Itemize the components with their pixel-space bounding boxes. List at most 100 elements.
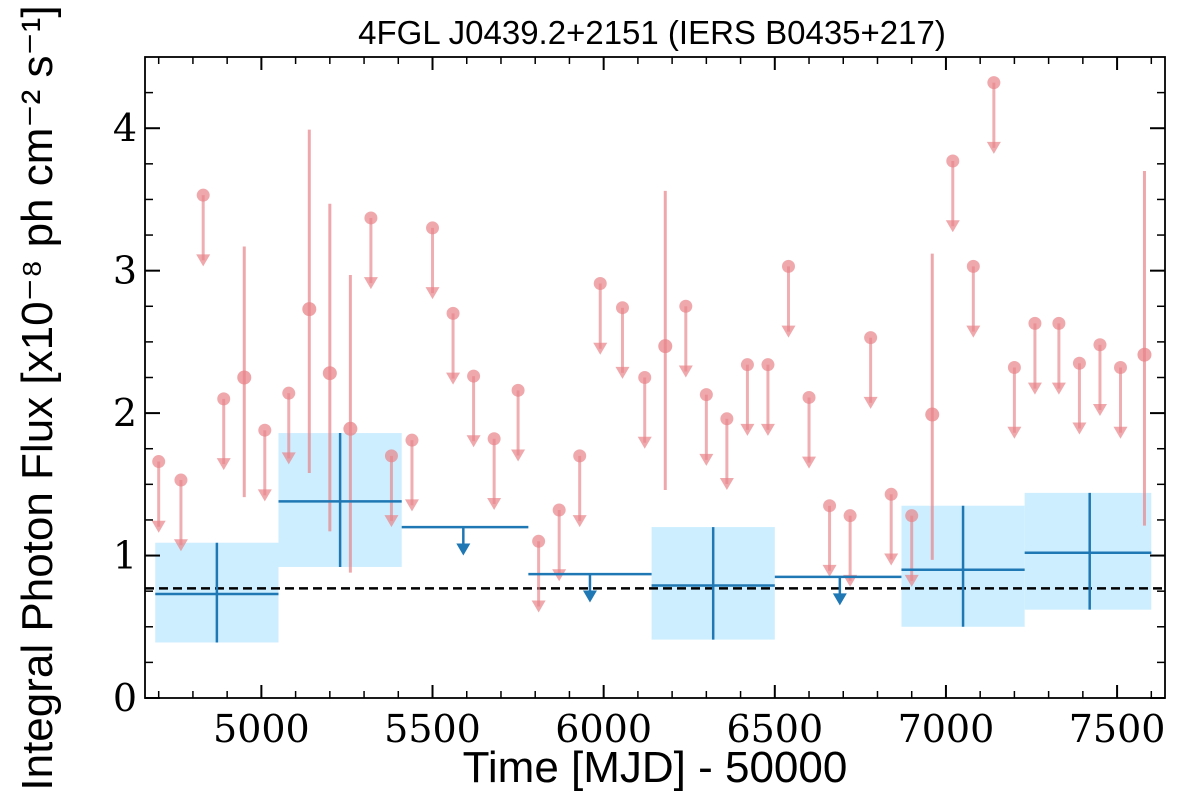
- short-bin-limit-arrow: [1007, 426, 1022, 439]
- short-bin-limit-point: [615, 301, 629, 315]
- x-tick-label: 7500: [1069, 707, 1166, 751]
- short-bin-limit-arrow: [593, 342, 608, 355]
- short-bin-limit-point: [1072, 356, 1086, 370]
- short-bin-limit-point: [1093, 338, 1107, 352]
- y-axis-label: Integral Photon Flux [x10⁻⁸ ph cm⁻² s⁻¹]: [13, 5, 62, 790]
- short-bin-limit-point: [1007, 361, 1021, 375]
- x-tick-label: 5500: [384, 707, 481, 751]
- short-bin-limit-arrow: [1027, 382, 1042, 395]
- short-bin-limit-arrow: [363, 277, 378, 290]
- short-bin-limit-point: [152, 455, 166, 469]
- short-bin-limit-point: [217, 392, 231, 406]
- short-bin-limit-point: [1114, 361, 1128, 375]
- short-bin-limit-arrow: [699, 453, 714, 466]
- short-bin-limit-arrow: [531, 600, 546, 613]
- short-bin-limit-arrow: [637, 436, 652, 449]
- short-bins-layer: [151, 76, 1152, 613]
- short-bin-limit-arrow: [863, 396, 878, 409]
- short-bin-limit-point: [196, 188, 210, 202]
- short-bin-limit-arrow: [446, 372, 461, 385]
- short-bin-limit-point: [573, 449, 587, 463]
- short-bin-limit-arrow: [678, 365, 693, 378]
- short-bin-point: [658, 339, 673, 354]
- long-bin-limit-arrow: [582, 590, 597, 603]
- short-bin-limit-arrow: [257, 489, 272, 502]
- y-tick-label: 3: [113, 249, 137, 293]
- short-bin-limit-point: [720, 412, 734, 426]
- y-tick-label: 1: [113, 534, 137, 578]
- short-bin-limit-point: [552, 503, 566, 517]
- long-bin-limit-arrow: [456, 543, 471, 556]
- long-bin-limit-arrow: [832, 593, 847, 606]
- short-bin-limit-point: [679, 299, 693, 313]
- y-tick-label: 4: [113, 106, 137, 150]
- short-bin-limit-arrow: [1051, 382, 1066, 395]
- short-bin-limit-arrow: [572, 515, 587, 528]
- short-bin-limit-point: [426, 221, 440, 235]
- x-tick-label: 7000: [898, 707, 995, 751]
- long-bins-layer: [155, 433, 1152, 643]
- short-bin-limit-point: [987, 76, 1001, 90]
- plot-area: [145, 76, 1165, 643]
- short-bin-limit-point: [966, 259, 980, 273]
- short-bin-limit-point: [282, 386, 296, 400]
- short-bin-limit-arrow: [719, 478, 734, 491]
- short-bin-limit-point: [384, 449, 398, 463]
- short-bin-limit-arrow: [487, 497, 502, 510]
- short-bin-limit-point: [761, 358, 775, 372]
- y-tick-label: 2: [113, 391, 137, 435]
- short-bin-limit-arrow: [802, 456, 817, 469]
- short-bin-limit-point: [781, 259, 795, 273]
- short-bin-limit-point: [174, 473, 188, 487]
- short-bin-limit-point: [946, 154, 960, 168]
- chart-title: 4FGL J0439.2+2151 (IERS B0435+217): [358, 14, 946, 51]
- short-bin-limit-point: [593, 276, 607, 290]
- short-bin-limit-arrow: [904, 574, 919, 587]
- short-bin-limit-point: [884, 487, 898, 501]
- short-bin-limit-arrow: [945, 220, 960, 233]
- y-tick-label: 0: [113, 676, 137, 720]
- short-bin-point: [302, 302, 317, 317]
- short-bin-limit-arrow: [1072, 422, 1087, 435]
- short-bin-limit-point: [638, 371, 652, 384]
- short-bin-point: [237, 370, 252, 385]
- short-bin-limit-arrow: [1092, 403, 1107, 416]
- short-bin-limit-point: [1052, 316, 1066, 330]
- short-bin-limit-arrow: [760, 423, 775, 436]
- short-bin-limit-arrow: [151, 520, 166, 533]
- short-bin-limit-point: [487, 432, 501, 446]
- short-bin-limit-point: [511, 383, 525, 397]
- short-bin-limit-arrow: [615, 366, 630, 379]
- short-bin-limit-arrow: [404, 499, 419, 512]
- x-tick-label: 6000: [555, 707, 652, 751]
- short-bin-limit-arrow: [173, 539, 188, 552]
- short-bin-limit-point: [823, 499, 837, 513]
- short-bin-limit-arrow: [822, 564, 837, 577]
- short-bin-limit-arrow: [511, 449, 526, 462]
- x-tick-label: 5000: [213, 707, 310, 751]
- long-bin-band: [1024, 492, 1152, 610]
- short-bin-limit-point: [258, 423, 272, 437]
- short-bin-limit-arrow: [281, 452, 296, 465]
- short-bin-limit-arrow: [781, 325, 796, 338]
- short-bin-point: [322, 366, 337, 381]
- short-bin-limit-arrow: [740, 423, 755, 436]
- short-bin-point: [343, 421, 358, 436]
- x-axis-label: Time [MJD] - 50000: [463, 743, 848, 792]
- short-bin-limit-arrow: [466, 435, 481, 448]
- bands-layer: [155, 433, 1152, 643]
- short-bin-point: [925, 407, 940, 422]
- short-bin-limit-point: [864, 331, 878, 345]
- short-bin-limit-point: [446, 306, 460, 320]
- short-bin-limit-point: [740, 358, 754, 372]
- short-bin-limit-arrow: [986, 141, 1001, 154]
- short-bin-limit-arrow: [384, 515, 399, 528]
- short-bin-limit-point: [467, 369, 481, 383]
- short-bin-limit-point: [843, 509, 857, 523]
- short-bin-limit-point: [532, 534, 546, 548]
- short-bin-limit-arrow: [196, 254, 211, 267]
- short-bin-limit-arrow: [884, 553, 899, 566]
- short-bin-limit-arrow: [425, 287, 440, 300]
- x-tick-label: 6500: [726, 707, 823, 751]
